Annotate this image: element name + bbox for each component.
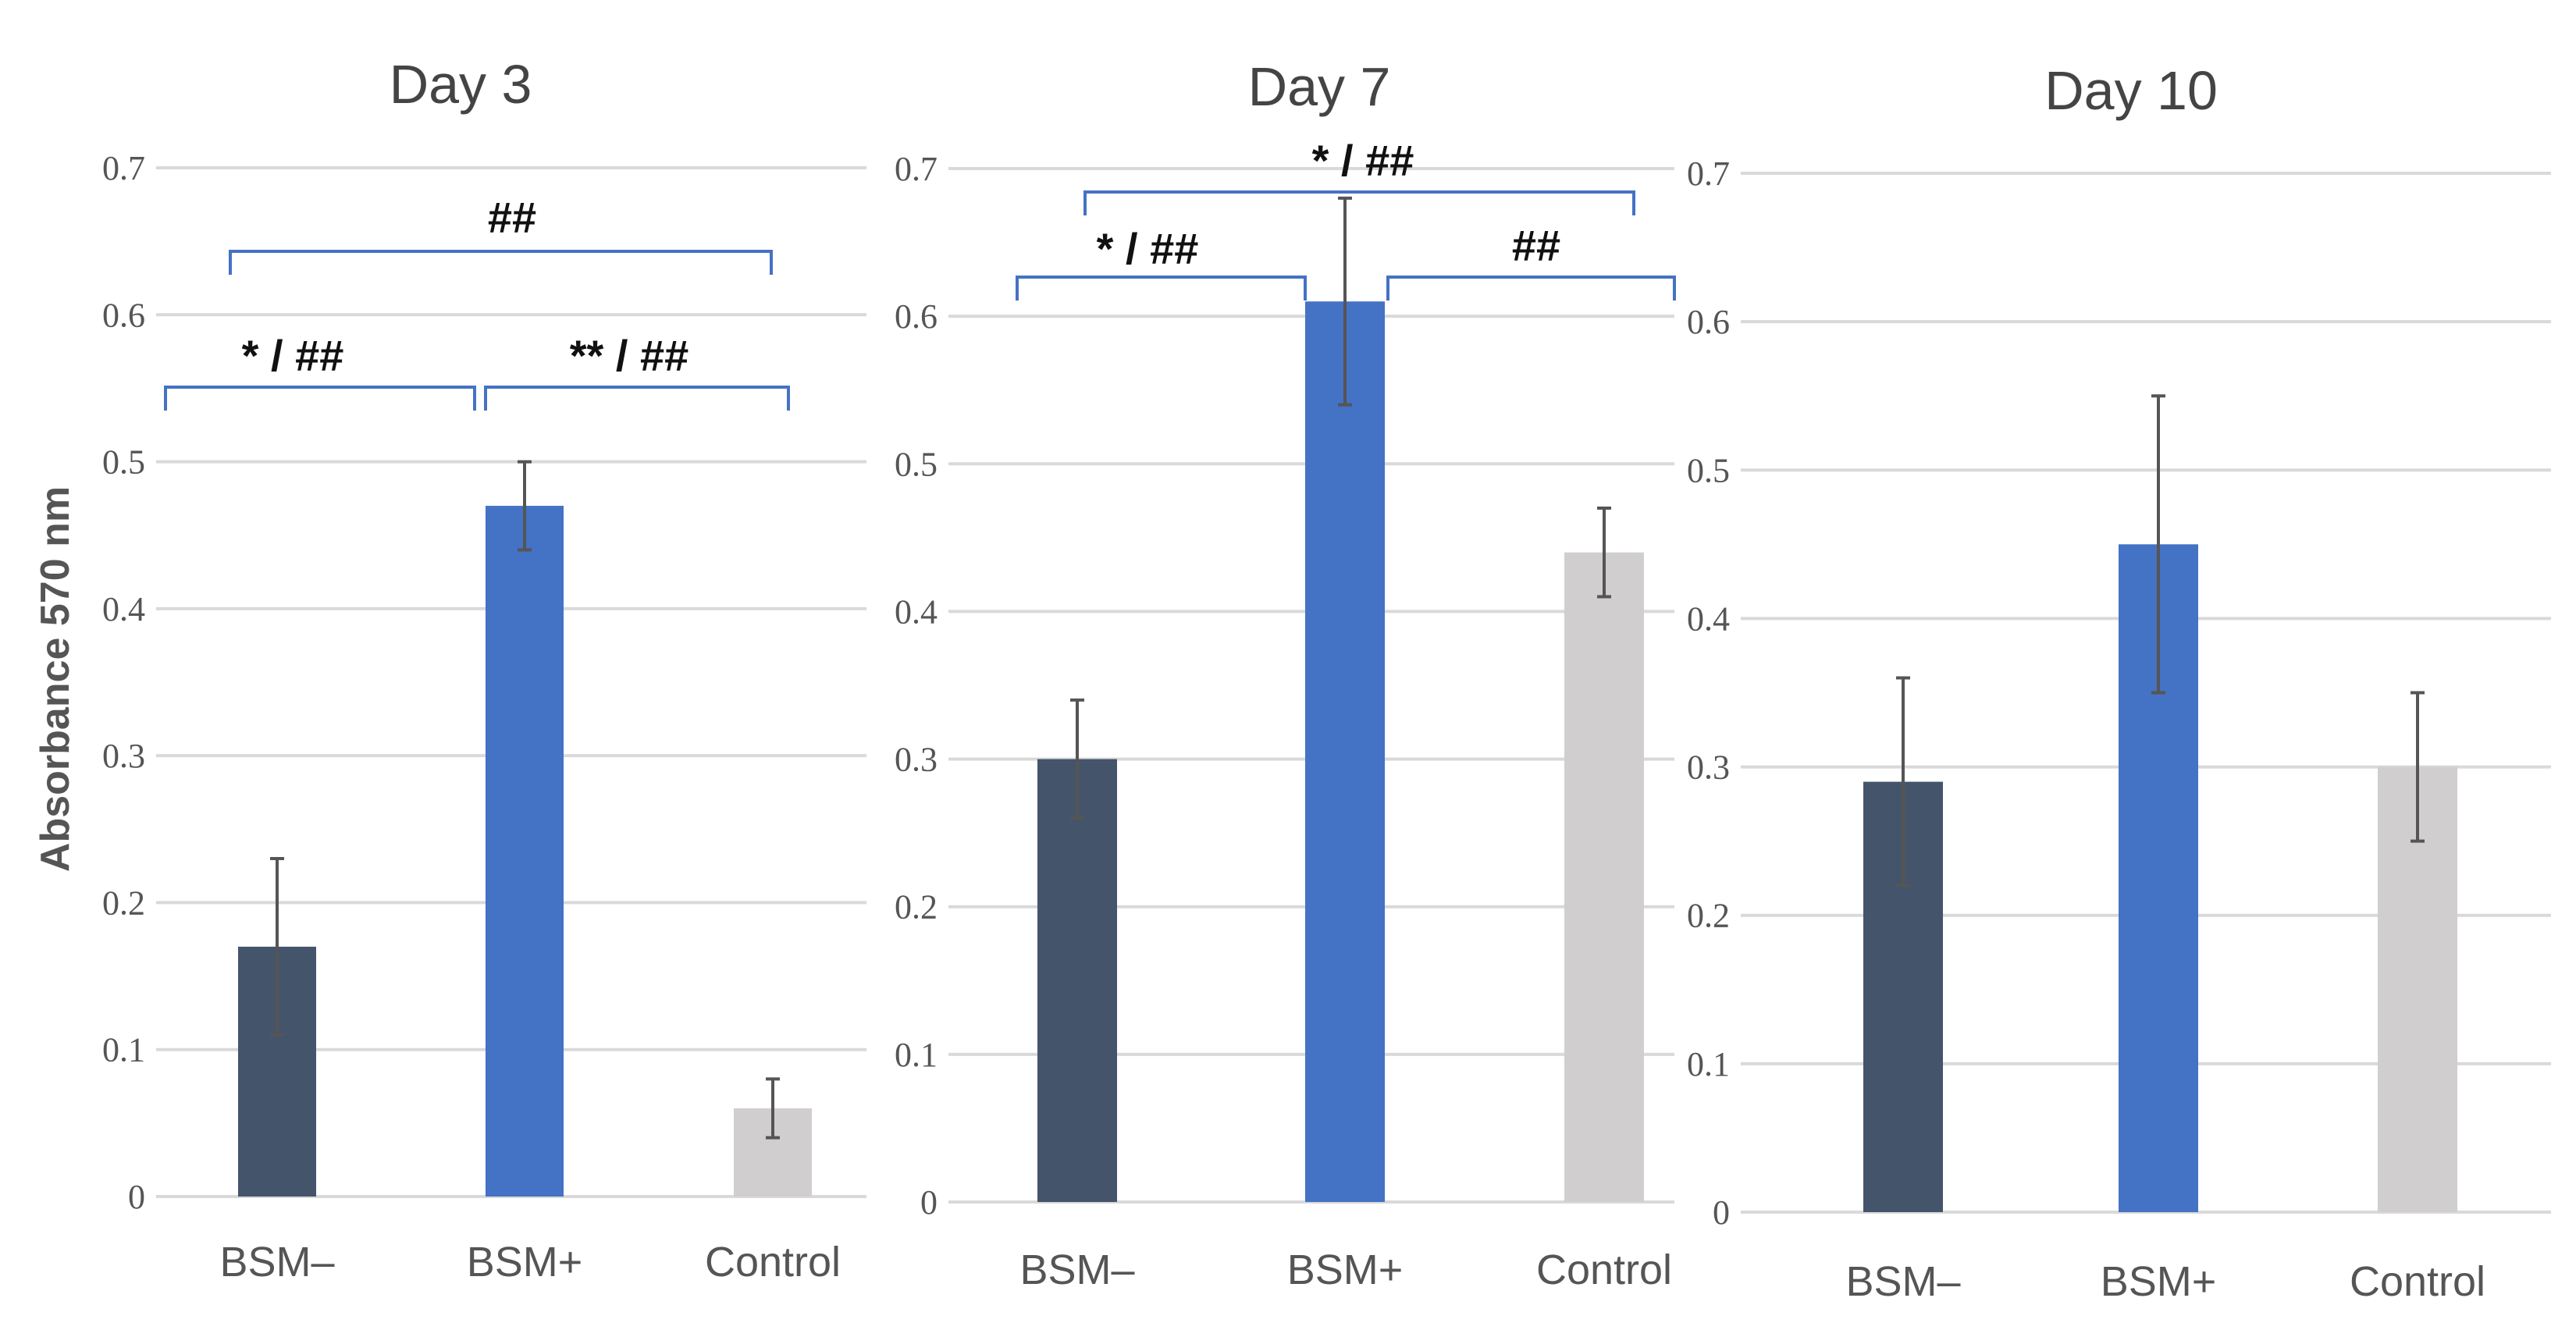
- significance-label: * / ##: [1312, 136, 1414, 185]
- y-axis-label: Absorbance 570 nm: [33, 486, 78, 872]
- y-tick-label: 0: [128, 1178, 145, 1216]
- y-tick-label: 0.6: [1687, 303, 1730, 341]
- significance-bracket: [484, 386, 790, 411]
- y-tick-label: 0.6: [102, 296, 145, 334]
- significance-label: ##: [488, 193, 536, 242]
- y-tick-label: 0.7: [1687, 155, 1730, 193]
- bar-2: [486, 506, 564, 1197]
- y-tick-label: 0.3: [895, 741, 938, 779]
- chart-title: Day 7: [1248, 56, 1391, 117]
- y-tick-label: 0.4: [1687, 599, 1730, 638]
- y-tick-label: 0.2: [895, 888, 938, 926]
- significance-bracket: [1016, 276, 1307, 300]
- y-tick-label: 0.6: [895, 297, 938, 336]
- y-tick-label: 0.2: [102, 884, 145, 922]
- y-tick-label: 0.4: [102, 590, 145, 628]
- significance-label: * / ##: [242, 331, 344, 380]
- chart-title: Day 10: [2044, 60, 2218, 121]
- category-label: BSM–: [1019, 1246, 1134, 1293]
- y-tick-label: 0.3: [1687, 749, 1730, 787]
- significance-label: * / ##: [1097, 224, 1199, 273]
- significance-bracket: [164, 386, 476, 411]
- y-tick-label: 0.5: [895, 445, 938, 483]
- y-tick-label: 0.1: [102, 1031, 145, 1069]
- bar-1: [1037, 759, 1117, 1202]
- significance-bracket: [229, 250, 773, 275]
- y-tick-label: 0: [920, 1183, 938, 1222]
- significance-bracket: [1083, 190, 1635, 215]
- bar-2: [1305, 301, 1385, 1203]
- y-tick-label: 0.7: [895, 150, 938, 188]
- y-tick-label: 0.5: [1687, 451, 1730, 489]
- category-label: BSM+: [467, 1239, 583, 1286]
- y-tick-label: 0.2: [1687, 897, 1730, 935]
- chart-title: Day 3: [390, 54, 532, 115]
- y-tick-label: 0.1: [1687, 1045, 1730, 1083]
- category-label: BSM+: [1287, 1246, 1404, 1293]
- significance-label: ** / ##: [570, 331, 689, 380]
- category-label: Control: [1536, 1246, 1672, 1293]
- y-tick-label: 0.4: [895, 592, 938, 631]
- significance-bracket: [1386, 276, 1676, 300]
- y-tick-label: 0.5: [102, 443, 145, 482]
- y-tick-label: 0.7: [102, 149, 145, 187]
- y-tick-label: 0.1: [895, 1036, 938, 1074]
- category-label: BSM+: [2101, 1258, 2217, 1305]
- significance-label: ##: [1512, 221, 1560, 270]
- category-label: Control: [2350, 1258, 2485, 1305]
- category-label: BSM–: [219, 1239, 334, 1286]
- bar-3: [1564, 552, 1644, 1202]
- category-label: BSM–: [1845, 1258, 1960, 1305]
- y-tick-label: 0: [1713, 1193, 1730, 1232]
- y-tick-label: 0.3: [102, 737, 145, 775]
- category-label: Control: [705, 1239, 841, 1286]
